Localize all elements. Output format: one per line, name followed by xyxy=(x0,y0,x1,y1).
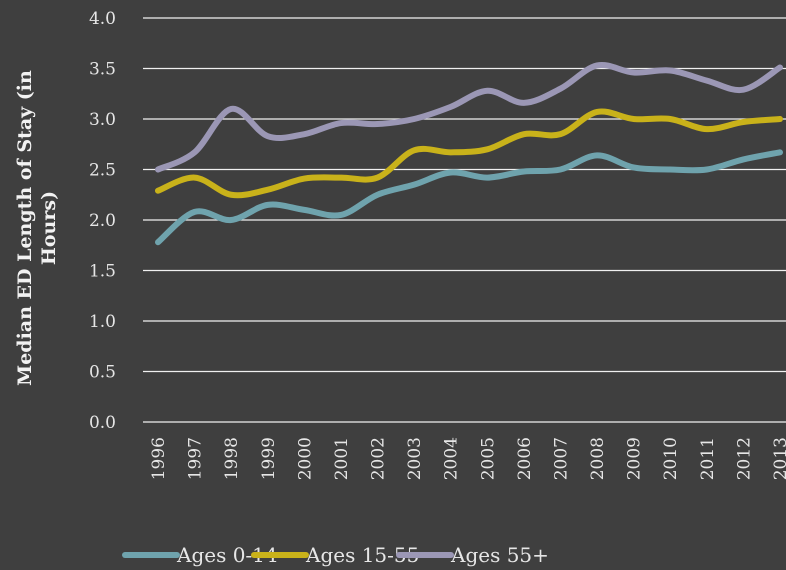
legend-label: Ages 55+ xyxy=(450,543,549,567)
y-tick-label: 1.0 xyxy=(89,312,116,332)
y-tick-label: 4.0 xyxy=(89,9,116,29)
y-axis-label: Median ED Length of Stay (in Hours) xyxy=(14,70,60,386)
x-tick-label: 2006 xyxy=(515,437,535,480)
x-tick-label: 2008 xyxy=(588,437,608,480)
series-line xyxy=(155,108,783,199)
x-tick-label: 2009 xyxy=(625,437,645,480)
y-tick-label: 0.0 xyxy=(89,413,116,433)
y-tick-label: 2.0 xyxy=(89,211,116,231)
x-tick-label: 1998 xyxy=(222,437,242,480)
x-tick-label: 2001 xyxy=(332,437,352,480)
y-tick-label: 3.0 xyxy=(89,110,116,130)
x-tick-label: 2000 xyxy=(295,437,315,480)
series-line xyxy=(155,61,783,173)
y-tick-label: 3.5 xyxy=(89,60,116,80)
x-tick-label: 2012 xyxy=(734,437,754,480)
x-tick-label: 2004 xyxy=(442,437,462,480)
y-tick-label: 2.5 xyxy=(89,161,116,181)
x-tick-label: 2003 xyxy=(405,437,425,480)
x-tick-label: 2007 xyxy=(551,437,571,480)
x-tick-label: 2011 xyxy=(698,437,718,480)
x-tick-label: 1996 xyxy=(149,437,169,480)
x-tick-label: 2013 xyxy=(771,437,786,480)
x-tick-label: 2005 xyxy=(478,437,498,480)
x-tick-label: 1999 xyxy=(259,437,279,480)
x-tick-label: 2002 xyxy=(369,437,389,480)
series-line xyxy=(155,149,783,246)
x-tick-label: 1997 xyxy=(186,437,206,480)
y-tick-label: 1.5 xyxy=(89,262,116,282)
y-tick-label: 0.5 xyxy=(89,363,116,383)
x-tick-label: 2010 xyxy=(661,437,681,480)
